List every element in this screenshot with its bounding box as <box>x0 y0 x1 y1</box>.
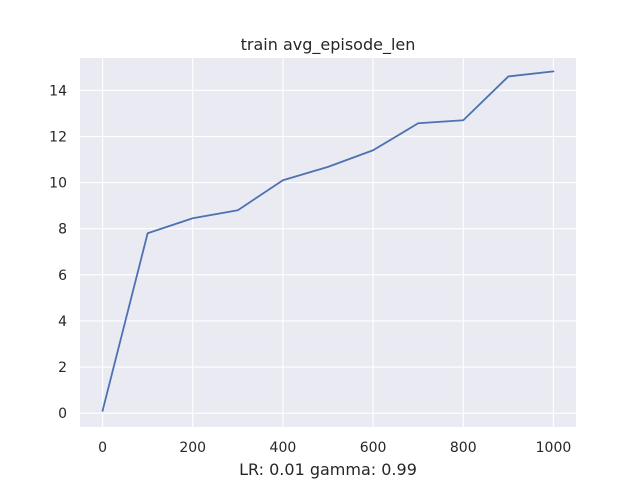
x-tick-label: 400 <box>270 440 297 456</box>
y-tick-label: 6 <box>58 268 67 284</box>
y-tick-label: 4 <box>58 314 67 330</box>
x-tick-label: 1000 <box>536 440 572 456</box>
y-tick-label: 10 <box>49 176 67 192</box>
x-tick-labels: 0 200 400 600 800 1000 <box>98 440 571 456</box>
y-tick-label: 14 <box>49 83 67 99</box>
y-tick-labels: 0 2 4 6 8 10 12 14 <box>49 83 67 422</box>
series-layer <box>101 70 555 412</box>
y-tick-label: 0 <box>58 406 67 422</box>
x-tick-label: 0 <box>98 440 107 456</box>
chart-title: train avg_episode_len <box>241 35 416 55</box>
y-tick-label: 2 <box>58 360 67 376</box>
plot-area <box>80 58 576 427</box>
x-tick-label: 200 <box>179 440 206 456</box>
x-tick-label: 800 <box>450 440 477 456</box>
y-tick-label: 12 <box>49 129 67 145</box>
y-tick-label: 8 <box>58 222 67 238</box>
x-axis-label: LR: 0.01 gamma: 0.99 <box>239 460 417 479</box>
x-tick-label: 600 <box>360 440 387 456</box>
